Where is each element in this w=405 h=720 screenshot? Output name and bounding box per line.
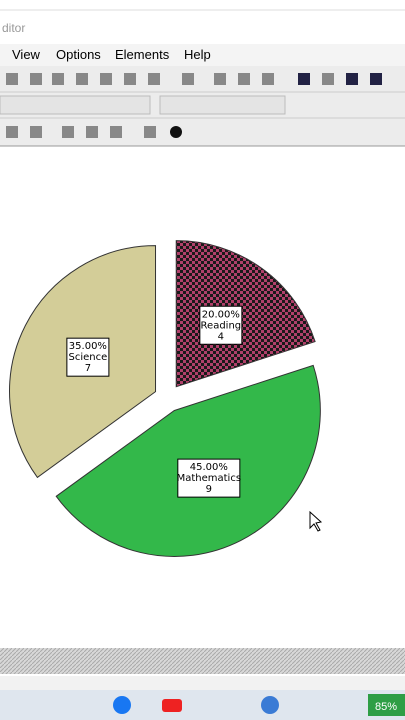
window-title: ditor (2, 21, 25, 35)
title-bar (0, 0, 405, 45)
taskbar (0, 690, 405, 720)
percent-label: 20.00% (202, 309, 240, 320)
menu-item[interactable]: View (12, 47, 41, 62)
dropdown[interactable] (0, 95, 151, 115)
mouse-cursor (309, 510, 323, 532)
label-box (66, 337, 110, 377)
status-bar (0, 648, 405, 674)
category-label: Reading (201, 320, 242, 331)
menu-item[interactable]: Options (56, 47, 101, 62)
dropdown[interactable] (159, 95, 286, 115)
count-label: 9 (206, 484, 212, 495)
label-box (177, 458, 241, 498)
percent-label: 45.00% (190, 462, 228, 473)
menu-item[interactable]: Elements (115, 47, 170, 62)
count-label: 7 (85, 363, 91, 374)
category-label: Science (68, 352, 107, 363)
percent-label: 35.00% (69, 341, 107, 352)
category-label: Mathematics (177, 473, 241, 484)
toolbar-icons (6, 73, 382, 138)
battery-text: 85% (375, 701, 397, 713)
label-box (199, 305, 243, 345)
pie-slice (175, 240, 316, 388)
menu-bar (0, 44, 405, 66)
menu-item[interactable]: Help (184, 47, 211, 62)
count-label: 4 (218, 331, 224, 342)
